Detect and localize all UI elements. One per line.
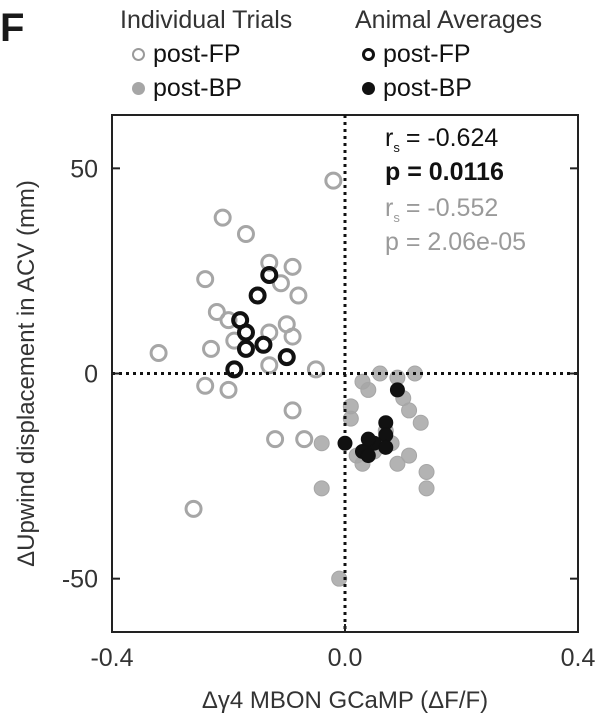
trial-post-fp-point	[236, 224, 255, 243]
trial-post-bp-point	[401, 402, 418, 419]
trial-post-fp-point	[184, 499, 203, 518]
trial-post-bp-point	[412, 414, 429, 431]
legend-heading-animal-averages: Animal Averages	[355, 6, 543, 34]
average-post-fp-point	[236, 323, 255, 342]
average-post-bp-point	[378, 439, 394, 455]
trial-post-fp-point	[271, 274, 290, 293]
y-axis-label: ΔUpwind displacement in ACV (mm)	[13, 180, 40, 567]
trial-post-fp-point	[149, 343, 168, 362]
legend-item-individual-post-fp: post-FP	[132, 40, 241, 69]
x-tick-label: 0.0	[328, 644, 363, 672]
stat-rs-trials: rs = -0.552	[385, 194, 498, 225]
y-tick-label: -50	[62, 566, 98, 594]
legend-item-average-post-bp: post-BP	[362, 74, 472, 103]
trial-post-fp-point	[219, 311, 238, 330]
stat-rs-averages: rs = -0.624	[385, 124, 498, 155]
legend-label-average-post-bp: post-BP	[383, 74, 472, 102]
stat-p-trials: p = 2.06e-05	[385, 228, 526, 256]
average-post-fp-point	[248, 286, 267, 305]
trial-post-fp-point	[283, 257, 302, 276]
average-post-fp-point	[236, 339, 255, 358]
open-circle-grey-icon	[132, 48, 145, 61]
trial-post-bp-point	[313, 480, 330, 497]
trial-post-bp-point	[418, 480, 435, 497]
legend-item-individual-post-bp: post-BP	[132, 74, 242, 103]
trial-post-fp-point	[225, 331, 244, 350]
average-post-fp-point	[277, 348, 296, 367]
x-axis-label: Δγ4 MBON GCaMP (ΔF/F)	[202, 687, 488, 714]
trial-post-bp-point	[418, 463, 435, 480]
axis-ticks: -0.4 0.0 0.4 -50 0 50	[62, 155, 596, 672]
trial-post-fp-point	[213, 208, 232, 227]
trial-post-bp-point	[331, 570, 348, 587]
trial-post-fp-point	[295, 430, 314, 449]
filled-circle-grey-icon	[132, 82, 145, 95]
trial-post-fp-point	[260, 253, 279, 272]
average-post-bp-point	[337, 435, 353, 451]
trial-post-fp-point	[283, 401, 302, 420]
stat-p-averages: p = 0.0116	[385, 158, 504, 186]
trial-post-fp-point	[260, 356, 279, 375]
data-marks	[149, 171, 435, 587]
average-post-fp-point	[225, 360, 244, 379]
trial-post-bp-point	[360, 381, 377, 398]
legend-label-individual-post-fp: post-FP	[153, 40, 241, 68]
trial-post-bp-point	[389, 455, 406, 472]
trial-post-bp-point	[342, 410, 359, 427]
legend-item-average-post-fp: post-FP	[362, 40, 471, 69]
trial-post-fp-point	[196, 270, 215, 289]
trial-post-fp-point	[283, 327, 302, 346]
trial-post-fp-point	[266, 430, 285, 449]
trial-post-bp-point	[313, 435, 330, 452]
legend-heading-individual-trials: Individual Trials	[120, 6, 293, 34]
filled-circle-black-icon	[362, 82, 375, 95]
trial-post-fp-point	[202, 339, 221, 358]
legend-label-average-post-fp: post-FP	[383, 40, 471, 68]
average-post-bp-point	[360, 431, 376, 447]
average-post-fp-point	[260, 266, 279, 285]
trial-post-fp-point	[196, 376, 215, 395]
trial-post-fp-point	[289, 286, 308, 305]
y-tick-label: 50	[70, 155, 98, 183]
trial-post-bp-point	[401, 447, 418, 464]
average-post-fp-point	[254, 335, 273, 354]
legend-label-individual-post-bp: post-BP	[153, 74, 242, 102]
trial-post-fp-point	[306, 360, 325, 379]
trial-post-fp-point	[207, 302, 226, 321]
x-tick-label: -0.4	[90, 644, 133, 672]
trial-post-fp-point	[219, 380, 238, 399]
average-post-bp-point	[389, 382, 405, 398]
open-circle-black-icon	[362, 48, 375, 61]
average-post-bp-point	[360, 448, 376, 464]
trial-post-fp-point	[324, 171, 343, 190]
panel-letter: F	[0, 6, 25, 50]
x-tick-label: 0.4	[561, 644, 596, 672]
y-tick-label: 0	[84, 361, 98, 389]
